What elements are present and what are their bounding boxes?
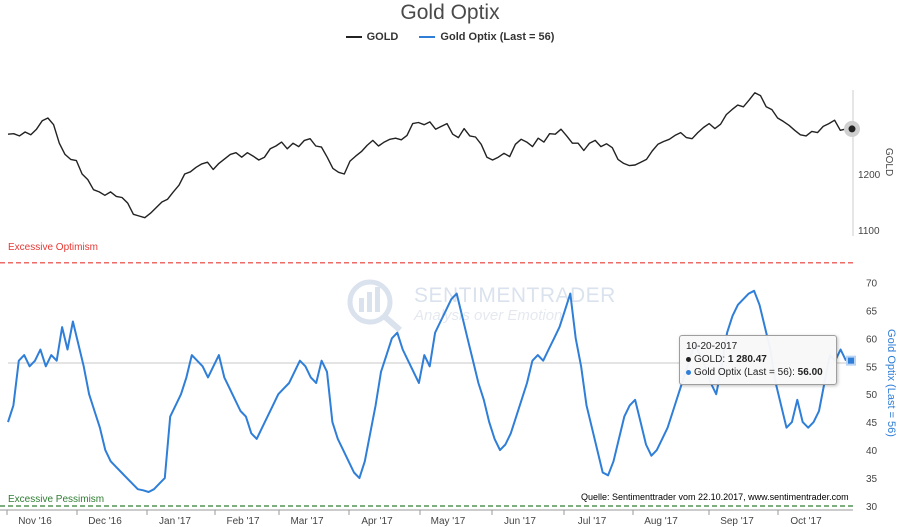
- optix-series-line[interactable]: [7, 289, 847, 493]
- legend-label-gold: GOLD: [366, 31, 399, 43]
- x-tick-label: Apr '17: [361, 516, 393, 527]
- optix-y-axis-label: Gold Optix (Last = 56): [885, 329, 897, 437]
- x-tick-label: Aug '17: [644, 516, 678, 527]
- chart-title: Gold Optix: [400, 1, 500, 24]
- optix-y-tick-label: 40: [866, 446, 878, 457]
- optix-y-tick-label: 55: [866, 362, 878, 373]
- price-y-tick-label: 1200: [858, 170, 881, 181]
- legend-item-gold[interactable]: GOLD: [345, 31, 399, 43]
- x-tick-label: Mar '17: [290, 516, 323, 527]
- optix-y-tick-label: 70: [866, 278, 878, 289]
- legend-swatch-optix: [419, 36, 436, 38]
- data-tooltip: 10-20-2017 GOLD: 1 280.47 Gold Optix (La…: [679, 335, 837, 385]
- optix-y-tick-label: 50: [866, 390, 878, 401]
- x-tick-label: Jul '17: [578, 516, 607, 527]
- tooltip-gold-row: GOLD: 1 280.47: [686, 353, 830, 366]
- optix-last-point[interactable]: [846, 355, 856, 366]
- x-tick-label: Jun '17: [504, 516, 536, 527]
- x-tick-label: Jan '17: [159, 516, 191, 527]
- optix-y-tick-label: 45: [866, 418, 878, 429]
- optix-y-tick-label: 65: [866, 306, 878, 317]
- excessive-pessimism-label: Excessive Pessimism: [8, 494, 105, 505]
- gold-last-point[interactable]: [848, 125, 856, 133]
- source-credit: Quelle: Sentimenttrader vom 22.10.2017, …: [581, 492, 849, 502]
- optix-y-tick-label: 30: [866, 502, 878, 513]
- tooltip-optix-dot: [686, 369, 691, 375]
- tooltip-optix-value: 56.00: [797, 367, 823, 378]
- excessive-optimism-label: Excessive Optimism: [8, 242, 99, 253]
- legend-swatch-gold: [345, 36, 362, 38]
- optix-y-tick-label: 35: [866, 474, 878, 485]
- optix-y-tick-label: 60: [866, 334, 878, 345]
- tooltip-optix-row: Gold Optix (Last = 56): 56.00: [686, 366, 830, 379]
- gold-series-line[interactable]: [7, 92, 847, 219]
- tooltip-optix-label: Gold Optix (Last = 56):: [694, 367, 795, 378]
- tooltip-date: 10-20-2017: [686, 341, 738, 352]
- price-y-tick-label: 1100: [858, 226, 880, 237]
- x-tick-label: Dec '16: [88, 516, 122, 527]
- x-tick-label: Feb '17: [226, 516, 259, 527]
- x-tick-label: Nov '16: [18, 516, 52, 527]
- tooltip-gold-dot: [686, 356, 691, 362]
- tooltip-gold-label: GOLD:: [694, 354, 726, 365]
- tooltip-gold-value: 1 280.47: [727, 354, 767, 365]
- x-tick-label: Sep '17: [720, 516, 754, 527]
- x-tick-label: Oct '17: [790, 516, 822, 527]
- legend-label-optix: Gold Optix (Last = 56): [440, 31, 555, 43]
- x-tick-label: May '17: [431, 516, 466, 527]
- legend-item-optix[interactable]: Gold Optix (Last = 56): [419, 31, 554, 43]
- price-y-axis-label: GOLD: [883, 148, 894, 176]
- chart-legend: GOLD Gold Optix (Last = 56): [0, 29, 900, 43]
